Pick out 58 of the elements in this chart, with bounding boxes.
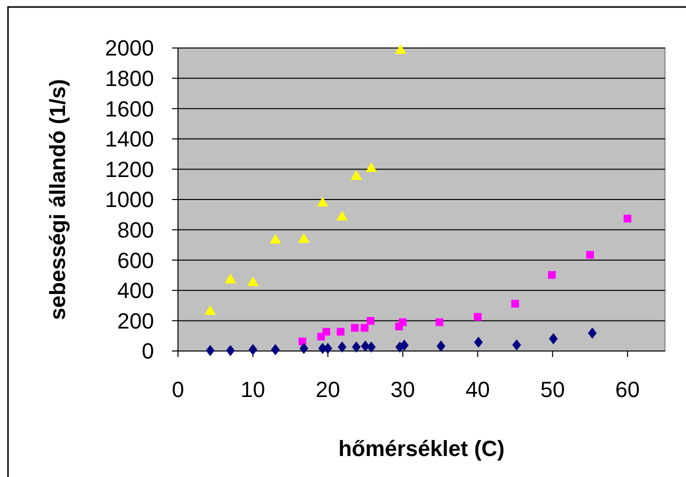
point [350,324,359,332]
point [350,170,362,180]
y-axis-title: sebességi állandó (1/s) [45,79,70,320]
y-tick-label: 2000 [105,36,154,61]
point [512,339,522,351]
point [474,313,482,321]
point [316,196,328,207]
point [298,338,306,346]
point [548,333,558,344]
point [300,342,308,354]
y-tick-label: 1200 [105,156,154,182]
point [322,328,330,336]
point [298,232,310,243]
x-tick-label: 20 [316,377,340,402]
point [270,234,282,244]
point [474,336,483,348]
y-tick-label: 600 [117,248,154,273]
point [548,271,556,279]
point [204,305,216,315]
point [436,340,446,352]
point [394,44,406,54]
point [271,344,280,356]
point [366,316,374,325]
y-tick-label: 1400 [105,126,154,152]
x-tick-label: 60 [615,377,640,402]
x-tick-label: 0 [172,377,184,402]
point [206,344,215,356]
point [248,344,258,356]
point [352,341,361,353]
point [511,300,520,308]
point [366,341,376,353]
point [247,276,259,286]
point [624,214,632,222]
y-tick-label: 1600 [105,96,154,122]
point [360,340,370,352]
point [360,324,368,332]
y-tick-label: 400 [117,278,154,304]
x-tick-label: 30 [390,377,416,402]
point [588,328,597,339]
point [226,344,235,356]
point [338,341,346,353]
y-tick-label: 800 [117,218,154,242]
point [436,318,444,326]
x-tick-label: 50 [540,377,565,402]
x-axis-title: hőmérséklet (C) [338,436,505,461]
point [398,318,407,326]
point [400,340,409,351]
x-tick-label: 40 [465,377,490,402]
y-tick-label: 200 [117,308,154,334]
y-tick-label: 1800 [105,66,154,91]
point [366,162,377,172]
point [336,210,348,220]
point [336,328,344,336]
point [586,250,594,259]
point [224,274,236,284]
y-tick-label: 0 [142,338,154,364]
y-tick-label: 1000 [105,187,154,212]
x-tick-label: 10 [240,377,266,402]
